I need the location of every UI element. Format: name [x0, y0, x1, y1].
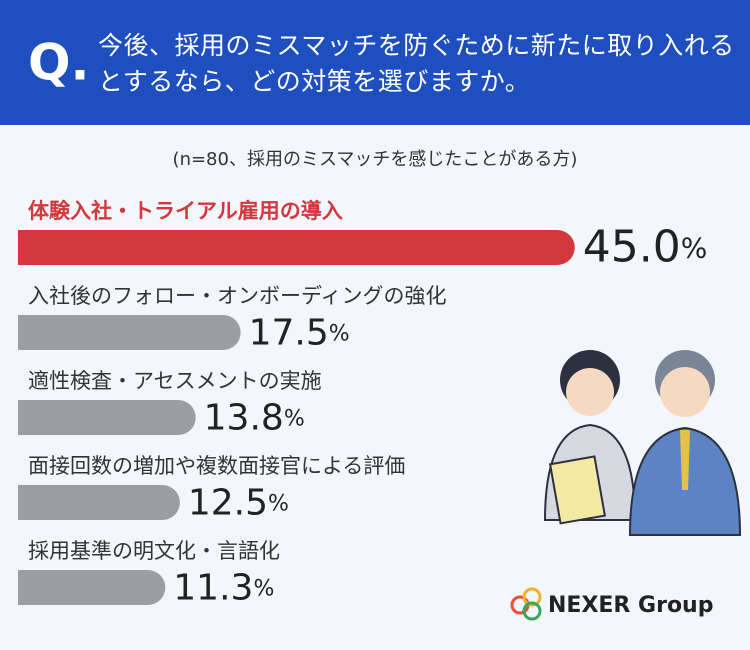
- bar: [18, 315, 241, 350]
- value-number: 17.5: [249, 313, 329, 354]
- bar: [18, 230, 575, 265]
- value-label: 45.0%: [583, 222, 708, 273]
- value-unit: %: [284, 407, 305, 432]
- bar: [18, 400, 196, 435]
- value-number: 45.0: [583, 222, 681, 273]
- logo: NEXER Group: [510, 587, 713, 621]
- header-mark: Q.: [28, 34, 90, 92]
- value-number: 11.3: [173, 568, 253, 609]
- category-label: 入社後のフォロー・オンボーディングの強化: [28, 284, 447, 308]
- value-unit: %: [681, 232, 708, 265]
- category-label: 採用基準の明文化・言語化: [28, 539, 280, 563]
- category-label: 面接回数の増加や複数面接官による評価: [28, 454, 405, 478]
- subtitle: (n=80、採用のミスマッチを感じたことがある方): [173, 149, 578, 170]
- value-unit: %: [268, 492, 289, 517]
- logo-text: NEXER Group: [548, 593, 713, 618]
- value-unit: %: [329, 322, 350, 347]
- value-label: 13.8%: [204, 398, 305, 439]
- bar: [18, 570, 166, 605]
- illustration: [543, 350, 742, 536]
- value-number: 12.5: [188, 483, 268, 524]
- value-label: 11.3%: [173, 568, 274, 609]
- header-band: [0, 0, 750, 125]
- bar: [18, 485, 180, 520]
- value-unit: %: [253, 577, 274, 602]
- value-label: 12.5%: [188, 483, 289, 524]
- value-label: 17.5%: [249, 313, 350, 354]
- question-title: 今後、採用のミスマッチを防ぐために新たに取り入れるとするなら、どの対策を選びます…: [98, 31, 735, 96]
- value-number: 13.8: [204, 398, 284, 439]
- category-label: 体験入社・トライアル雇用の導入: [28, 199, 343, 223]
- category-label: 適性検査・アセスメントの実施: [28, 369, 322, 393]
